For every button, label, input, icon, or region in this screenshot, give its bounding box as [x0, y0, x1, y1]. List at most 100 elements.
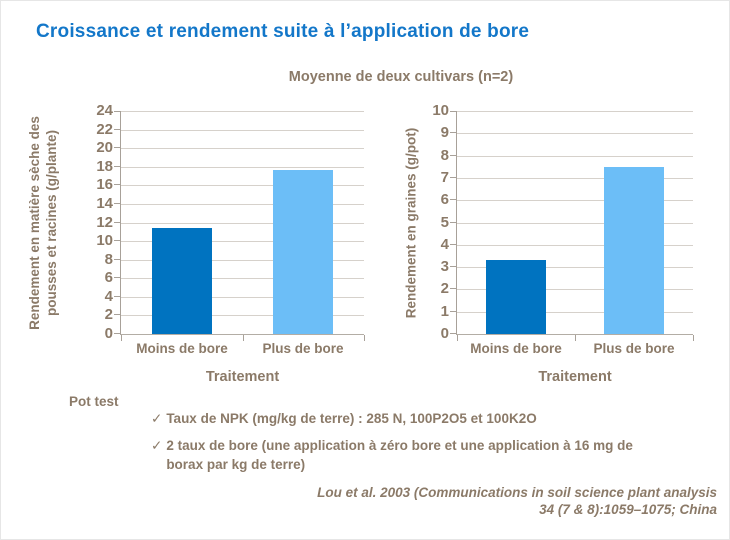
gridline [457, 312, 693, 313]
bar-plus-de-bore [604, 167, 664, 334]
y-tick-label: 9 [440, 124, 449, 141]
category-label: Moins de bore [470, 341, 562, 356]
y-tick-mark [450, 266, 457, 267]
y-tick-label: 10 [432, 102, 449, 119]
category-label: Moins de bore [136, 341, 228, 356]
y-tick-label: 12 [96, 214, 113, 231]
gridline [121, 148, 364, 149]
y-tick-mark [114, 333, 121, 334]
y-tick-mark [450, 222, 457, 223]
y-tick-mark [450, 132, 457, 133]
y-axis-label: Rendement en matière sèche des pousses e… [27, 116, 59, 330]
y-tick-label: 18 [96, 158, 113, 175]
gridline [457, 267, 693, 268]
gridline [457, 289, 693, 290]
y-tick-label: 22 [96, 121, 113, 138]
x-axis-title: Traitement [538, 369, 612, 385]
x-tick-mark [364, 335, 365, 341]
gridline [121, 185, 364, 186]
slide-subtitle: Moyenne de deux cultivars (n=2) [288, 69, 514, 85]
seed-yield-chart: Rendement en graines (g/pot) 0 1 2 3 4 5 6 7 8 9 1… [396, 97, 694, 385]
y-axis-ticks: 0 2 4 6 8 10 12 14 16 18 20 22 24 [67, 103, 120, 342]
note-item: ✓ Taux de NPK (mg/kg de terre) : 285 N, … [151, 409, 633, 428]
checkmark-icon: ✓ [151, 438, 163, 453]
gridline [121, 260, 364, 261]
gridline [457, 245, 693, 246]
y-tick-label: 24 [96, 102, 113, 119]
y-tick-label: 6 [440, 191, 449, 208]
y-tick-mark [450, 111, 457, 112]
citation-line-1: Lou et al. 2003 (Communications in soil … [317, 485, 717, 500]
y-tick-mark [450, 311, 457, 312]
note-item: ✓ 2 taux de bore (une application à zéro… [151, 436, 633, 474]
dry-matter-chart: Rendement en matière sèche des pousses e… [19, 97, 365, 385]
y-tick-label: 4 [440, 236, 449, 253]
gridline [457, 111, 693, 112]
y-tick-label: 20 [96, 139, 113, 156]
citation-line-2: 34 (7 & 8):1059–1075; China [539, 502, 717, 517]
gridline [121, 241, 364, 242]
citation: Lou et al. 2003 (Communications in soil … [237, 484, 717, 518]
gridline [457, 156, 693, 157]
x-tick-mark [575, 335, 576, 341]
y-axis-ticks: 0 1 2 3 4 5 6 7 8 9 10 [426, 103, 456, 342]
gridline [121, 278, 364, 279]
gridline [457, 178, 693, 179]
note-text: 2 taux de bore (une application à zéro b… [166, 438, 633, 472]
gridline [121, 223, 364, 224]
y-axis-label: Rendement en graines (g/pot) [403, 127, 419, 319]
gridline [457, 223, 693, 224]
y-tick-mark [450, 244, 457, 245]
notes-list: ✓ Taux de NPK (mg/kg de terre) : 285 N, … [151, 409, 633, 482]
gridline [121, 111, 364, 112]
category-label: Plus de bore [262, 341, 344, 356]
y-tick-label: 8 [440, 147, 449, 164]
gridline [121, 315, 364, 316]
y-tick-mark [114, 203, 121, 204]
y-tick-label: 2 [440, 280, 449, 297]
y-tick-mark [114, 277, 121, 278]
gridline [457, 133, 693, 134]
y-tick-mark [114, 259, 121, 260]
y-tick-mark [114, 314, 121, 315]
y-tick-label: 7 [440, 169, 449, 186]
x-tick-mark [457, 335, 458, 341]
gridline [457, 200, 693, 201]
y-tick-label: 1 [440, 303, 449, 320]
y-tick-mark [450, 333, 457, 334]
gridline [121, 297, 364, 298]
plot-area: Traitement Moins de bore Plus de bore [450, 111, 694, 385]
y-tick-mark [114, 184, 121, 185]
category-label: Plus de bore [593, 341, 675, 356]
y-tick-mark [114, 166, 121, 167]
bar-moins-de-bore [152, 228, 212, 334]
y-tick-mark [114, 240, 121, 241]
y-tick-label: 16 [96, 176, 113, 193]
y-tick-label: 14 [96, 195, 113, 212]
y-tick-label: 5 [440, 214, 449, 231]
y-tick-mark [450, 177, 457, 178]
x-axis-title: Traitement [205, 369, 280, 385]
bar-plus-de-bore [273, 170, 333, 334]
plot-area: Traitement Moins de bore Plus de bore [114, 111, 365, 385]
y-tick-label: 10 [96, 232, 113, 249]
y-tick-label: 6 [104, 269, 113, 286]
y-tick-label: 8 [104, 251, 113, 268]
x-tick-mark [693, 335, 694, 341]
y-tick-label: 0 [104, 325, 113, 342]
y-tick-label: 3 [440, 258, 449, 275]
y-tick-mark [114, 129, 121, 130]
y-tick-mark [114, 296, 121, 297]
gridline [121, 167, 364, 168]
x-tick-mark [121, 335, 122, 341]
y-tick-mark [450, 199, 457, 200]
pot-test-label: Pot test [69, 394, 119, 409]
x-tick-mark [243, 335, 244, 341]
y-tick-mark [114, 147, 121, 148]
y-tick-label: 4 [104, 288, 113, 305]
bar-moins-de-bore [486, 260, 546, 334]
note-text: Taux de NPK (mg/kg de terre) : 285 N, 10… [166, 411, 537, 426]
y-tick-mark [450, 155, 457, 156]
y-tick-mark [450, 288, 457, 289]
